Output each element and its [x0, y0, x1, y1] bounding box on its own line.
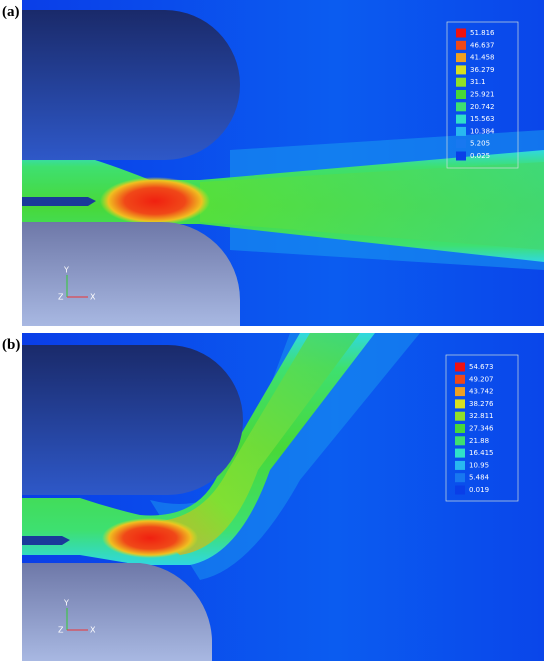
axis-triad: Y Z X: [58, 266, 96, 302]
axis-label: Y: [63, 599, 69, 608]
legend-swatch: [456, 126, 466, 136]
axis-label: Z: [58, 293, 64, 302]
panel-a: (a) Y Z X 51.816 46.637 41.458 36.279 31.1 25…: [2, 0, 544, 326]
legend-box: [446, 21, 519, 169]
legend-value: 43.742: [469, 388, 494, 396]
slot: [22, 536, 70, 545]
exit-stream: [200, 162, 544, 250]
legend-value: 16.415: [469, 449, 494, 457]
legend-swatch: [455, 424, 465, 433]
legend-swatch: [455, 460, 465, 470]
legend-swatch: [456, 65, 466, 75]
legend-value: 0.025: [470, 152, 490, 160]
legend-value: 5.484: [469, 474, 490, 482]
legend-value: 54.673: [469, 363, 494, 371]
legend-value: 38.276: [469, 400, 494, 408]
legend-swatch: [456, 114, 466, 124]
legend-value: 36.279: [470, 66, 495, 74]
legend-swatch: [456, 40, 466, 50]
legend-value: 25.921: [470, 91, 495, 99]
panel-label: (a): [2, 4, 20, 20]
legend-swatch: [455, 485, 465, 495]
panel-label: (b): [2, 337, 20, 353]
legend-value: 10.384: [470, 127, 495, 135]
legend-value: 5.205: [470, 140, 490, 148]
top-roll: [22, 345, 243, 495]
legend-value: 46.637: [470, 41, 495, 49]
slot: [22, 197, 96, 206]
legend: 51.816 46.637 41.458 36.279 31.1 25.921 20.742…: [446, 21, 519, 169]
hot-zone: [102, 518, 198, 558]
legend-swatch: [455, 362, 465, 372]
legend-value: 20.742: [470, 103, 495, 111]
axis-triad: Y Z X: [58, 599, 96, 635]
legend-value: 0.019: [469, 486, 489, 494]
legend-value: 51.816: [470, 29, 495, 37]
legend-value: 21.88: [469, 437, 489, 445]
bottom-roll: [22, 563, 212, 661]
legend: 54.673 49.207 43.742 38.276 32.811 27.346 21.8…: [445, 354, 519, 502]
legend-value: 15.563: [470, 115, 495, 123]
legend-swatch: [456, 90, 466, 99]
legend-swatch: [456, 77, 466, 87]
legend-value: 49.207: [469, 375, 494, 383]
legend-value: 27.346: [469, 425, 494, 433]
legend-swatch: [455, 387, 465, 397]
hot-zone: [100, 177, 210, 225]
legend-swatch: [456, 102, 466, 112]
legend-swatch: [455, 399, 465, 409]
top-roll: [22, 10, 240, 160]
legend-swatch: [455, 473, 465, 483]
exit-stream: [140, 333, 360, 555]
axis-label: X: [90, 626, 96, 635]
legend-swatch: [456, 28, 466, 38]
legend-value: 31.1: [470, 78, 486, 86]
axis-label: X: [90, 293, 96, 302]
legend-swatch: [456, 151, 466, 161]
legend-swatch: [455, 374, 465, 384]
axis-label: Z: [58, 626, 64, 635]
legend-swatch: [455, 436, 465, 446]
legend-box: [445, 354, 519, 502]
legend-swatch: [455, 411, 465, 421]
legend-swatch: [456, 53, 466, 63]
legend-value: 32.811: [469, 412, 494, 420]
legend-value: 10.95: [469, 461, 489, 469]
bottom-roll: [22, 221, 240, 326]
axis-label: Y: [63, 266, 69, 275]
legend-value: 41.458: [470, 54, 495, 62]
panel-b: (b) Y Z X 54.673 49.207 43.742 38.276 32.811…: [2, 333, 544, 661]
legend-swatch: [455, 448, 465, 458]
legend-swatch: [456, 139, 466, 149]
